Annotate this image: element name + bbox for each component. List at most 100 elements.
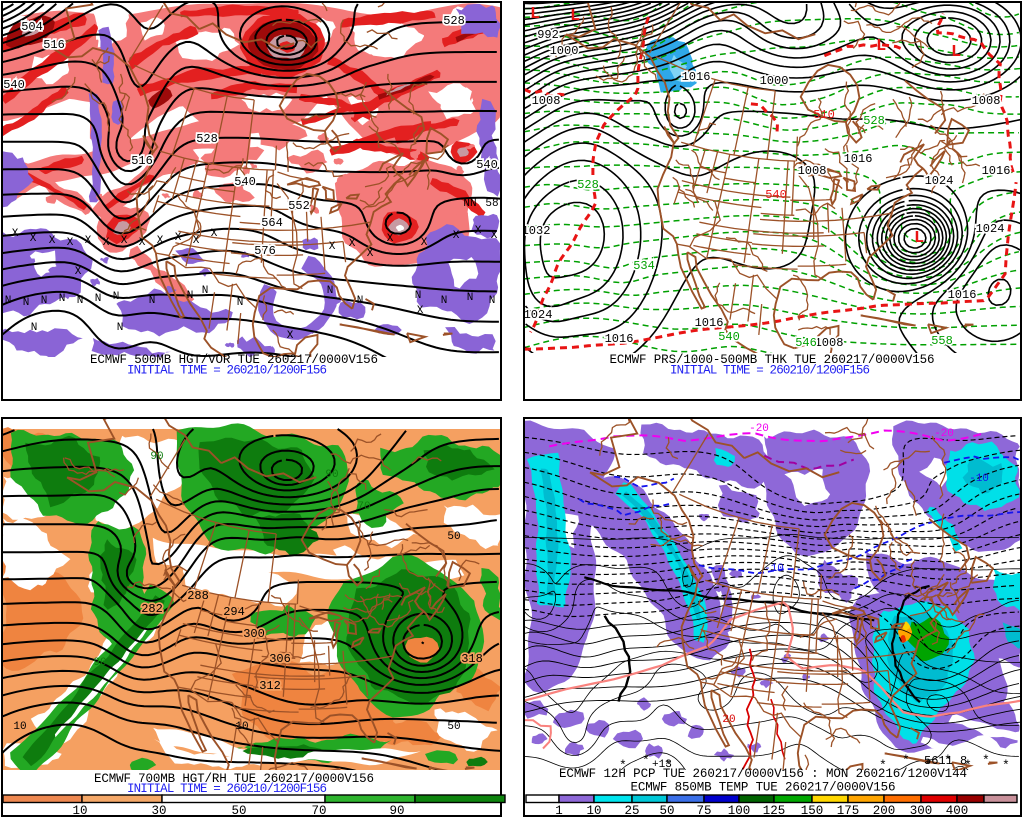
svg-text:INITIAL TIME = 260210/1200F156: INITIAL TIME = 260210/1200F156 [127,782,327,796]
svg-text:10: 10 [72,804,87,818]
svg-text:N: N [187,290,194,302]
svg-text:X: X [349,238,356,250]
svg-text:L: L [914,229,924,248]
svg-text:1000: 1000 [760,74,789,88]
svg-text:N: N [357,295,364,307]
svg-text:564: 564 [261,216,283,230]
svg-text:540: 540 [476,158,498,172]
svg-text:N: N [149,295,156,307]
svg-text:X: X [85,235,92,247]
svg-text:70: 70 [357,501,370,513]
svg-text:58: 58 [485,198,498,210]
svg-text:1024: 1024 [524,308,553,322]
svg-text:1024: 1024 [976,222,1005,236]
svg-text:125: 125 [763,804,786,818]
svg-text:X: X [475,225,482,237]
svg-text:1008: 1008 [798,164,827,178]
svg-text:1: 1 [555,804,563,818]
svg-text:1016: 1016 [982,164,1011,178]
svg-text:10: 10 [235,721,248,733]
svg-text:N: N [415,290,422,302]
svg-text:294: 294 [223,605,245,619]
svg-text:306: 306 [269,652,291,666]
svg-text:1000: 1000 [550,44,579,58]
svg-text:X: X [67,237,74,249]
svg-text:1008: 1008 [815,336,844,350]
svg-text:N: N [237,297,244,309]
svg-text:546: 546 [795,336,817,350]
svg-text:-10: -10 [969,473,989,485]
svg-text:L: L [570,7,580,26]
svg-text:N: N [41,295,48,307]
svg-text:X: X [491,230,498,242]
svg-text:312: 312 [259,679,281,693]
svg-text:300: 300 [243,627,265,641]
svg-text:*: * [964,758,972,773]
svg-text:L: L [876,37,886,56]
svg-text:528: 528 [196,132,218,146]
svg-text:X: X [417,305,424,317]
svg-text:1008: 1008 [532,94,561,108]
svg-text:X: X [453,230,460,242]
svg-text:X: X [175,232,182,244]
svg-text:X: X [193,235,200,247]
svg-text:1016: 1016 [695,316,724,330]
svg-text:534: 534 [633,259,655,273]
svg-text:1016: 1016 [682,70,711,84]
svg-text:L: L [530,5,540,24]
svg-text:X: X [287,330,294,342]
svg-text:N: N [467,292,474,304]
svg-text:-20: -20 [749,423,769,435]
svg-text:528: 528 [863,114,885,128]
svg-text:70: 70 [311,804,326,818]
svg-text:N: N [489,295,496,307]
svg-text:1016: 1016 [844,152,873,166]
svg-text:INITIAL TIME = 260210/1200F156: INITIAL TIME = 260210/1200F156 [127,364,327,378]
svg-text:540: 540 [234,175,256,189]
svg-text:ECMWF 12H PCP TUE 260217/0000V: ECMWF 12H PCP TUE 260217/0000V156 : MON … [559,767,967,781]
svg-text:X: X [367,248,374,260]
svg-text:*: * [664,758,672,773]
svg-text:L: L [951,43,961,62]
svg-text:N: N [117,322,124,334]
svg-text:X: X [30,233,37,245]
svg-text:X: X [157,235,164,247]
svg-text:50: 50 [447,721,460,733]
svg-text:20: 20 [722,714,735,726]
svg-text:X: X [121,235,128,247]
svg-text:N: N [23,297,30,309]
svg-text:*: * [642,753,650,768]
svg-text:NN: NN [463,198,476,210]
svg-text:1016: 1016 [948,288,977,302]
svg-text:50: 50 [447,531,460,543]
svg-text:X: X [211,228,218,240]
svg-text:30: 30 [151,804,166,818]
svg-text:528: 528 [577,178,599,192]
svg-text:90: 90 [325,469,338,481]
svg-text:*: * [982,753,990,768]
svg-text:5611 8: 5611 8 [924,754,967,768]
svg-text:*: * [1002,758,1010,773]
svg-text:576: 576 [254,244,276,258]
svg-text:510: 510 [813,108,835,122]
svg-text:25: 25 [624,804,639,818]
svg-text:*: * [619,758,627,773]
svg-text:90: 90 [93,657,106,669]
svg-text:90: 90 [150,451,163,463]
svg-text:-20: -20 [934,428,954,440]
svg-text:1008: 1008 [972,94,1001,108]
svg-text:X: X [139,237,146,249]
svg-text:516: 516 [131,154,153,168]
svg-text:558: 558 [931,334,953,348]
svg-text:ECMWF 700MB HGT/RH TUE 260217/: ECMWF 700MB HGT/RH TUE 260217/0000V156 [94,772,374,786]
svg-text:282: 282 [141,602,163,616]
svg-text:N: N [327,285,334,297]
svg-text:1032: 1032 [522,224,551,238]
svg-text:540: 540 [765,188,787,202]
svg-text:400: 400 [946,804,969,818]
svg-text:552: 552 [288,199,310,213]
svg-text:+13: +13 [652,759,672,771]
svg-text:*: * [902,753,910,768]
svg-text:*: * [924,758,932,773]
svg-text:200: 200 [873,804,896,818]
